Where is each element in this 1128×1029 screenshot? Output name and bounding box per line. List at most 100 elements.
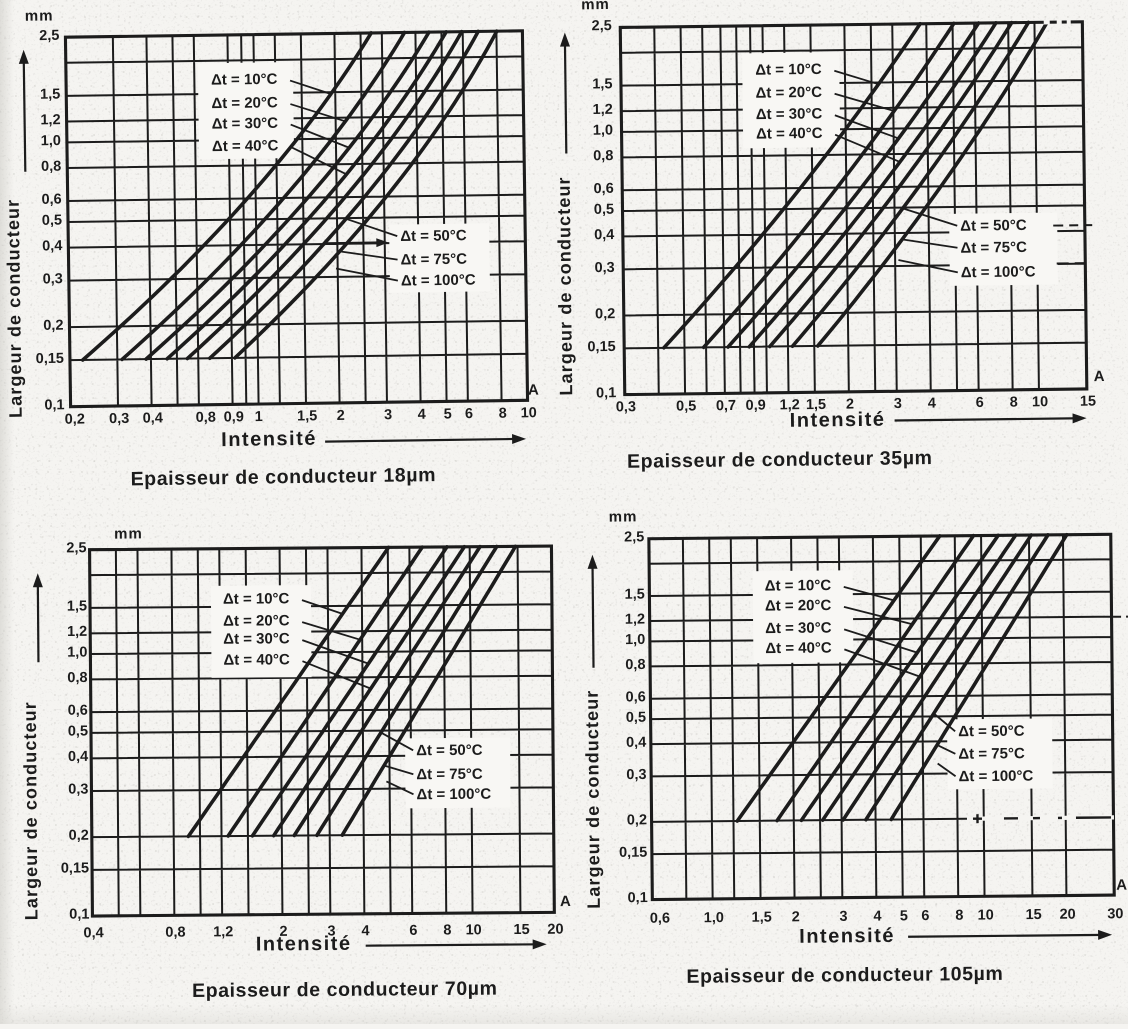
svg-text:0,1: 0,1 <box>69 907 89 923</box>
svg-text:Δt = 100°C: Δt = 100°C <box>416 786 491 804</box>
svg-text:1,2: 1,2 <box>593 102 613 118</box>
svg-text:Δt = 100°C: Δt = 100°C <box>958 768 1033 786</box>
svg-text:2,5: 2,5 <box>624 529 644 545</box>
svg-text:2,5: 2,5 <box>39 28 59 44</box>
svg-text:1,5: 1,5 <box>752 910 772 926</box>
svg-text:A: A <box>1116 877 1127 894</box>
svg-text:Δt = 50°C: Δt = 50°C <box>416 742 483 760</box>
svg-text:0,8: 0,8 <box>593 148 613 164</box>
svg-text:5: 5 <box>900 908 908 924</box>
svg-text:0,3: 0,3 <box>109 411 129 427</box>
svg-text:Intensité: Intensité <box>221 428 317 451</box>
svg-text:0,4: 0,4 <box>143 410 163 426</box>
svg-text:0,5: 0,5 <box>626 710 646 726</box>
svg-text:1,5: 1,5 <box>297 408 317 424</box>
svg-text:Δt = 40°C: Δt = 40°C <box>212 137 279 155</box>
svg-text:Δt = 40°C: Δt = 40°C <box>765 639 832 657</box>
svg-text:6: 6 <box>409 923 417 939</box>
svg-text:Δt = 50°C: Δt = 50°C <box>960 217 1027 235</box>
svg-text:0,15: 0,15 <box>619 845 647 861</box>
svg-text:Δt = 30°C: Δt = 30°C <box>765 619 832 637</box>
svg-text:Δt = 75°C: Δt = 75°C <box>958 745 1025 763</box>
svg-text:8: 8 <box>1010 395 1018 411</box>
svg-text:Δt = 100°C: Δt = 100°C <box>401 272 476 290</box>
svg-text:10: 10 <box>978 907 994 923</box>
svg-text:0,8: 0,8 <box>196 410 216 426</box>
svg-text:0,2: 0,2 <box>69 828 89 844</box>
svg-text:Δt = 100°C: Δt = 100°C <box>961 263 1036 281</box>
svg-text:6: 6 <box>465 406 473 422</box>
svg-text:A: A <box>528 382 539 399</box>
svg-text:0,4: 0,4 <box>594 227 614 243</box>
svg-text:0,3: 0,3 <box>43 271 63 287</box>
svg-text:Δt = 20°C: Δt = 20°C <box>755 84 822 102</box>
svg-text:0,6: 0,6 <box>41 192 61 208</box>
svg-text:3: 3 <box>327 923 335 939</box>
svg-text:0,5: 0,5 <box>594 202 614 218</box>
svg-text:0,3: 0,3 <box>626 767 646 783</box>
svg-text:0,1: 0,1 <box>596 385 616 401</box>
svg-text:0,4: 0,4 <box>68 749 88 765</box>
svg-text:3: 3 <box>894 396 902 412</box>
svg-text:10: 10 <box>521 405 537 421</box>
svg-text:1,0: 1,0 <box>67 645 87 661</box>
svg-text:Δt = 30°C: Δt = 30°C <box>756 105 823 123</box>
svg-text:Epaisseur de conducteur 70µm: Epaisseur de conducteur 70µm <box>192 978 498 1002</box>
svg-text:2: 2 <box>337 408 345 424</box>
svg-text:0,15: 0,15 <box>36 351 64 367</box>
svg-text:1,5: 1,5 <box>625 587 645 603</box>
svg-text:Epaisseur de conducteur 35µm: Epaisseur de conducteur 35µm <box>627 447 933 473</box>
svg-text:1,0: 1,0 <box>41 133 61 149</box>
svg-text:Largeur de conducteur: Largeur de conducteur <box>554 176 577 395</box>
svg-text:0,8: 0,8 <box>165 925 185 941</box>
svg-text:0,8: 0,8 <box>625 657 645 673</box>
svg-text:mm: mm <box>114 525 143 542</box>
svg-text:1: 1 <box>255 409 263 425</box>
svg-text:Δt = 10°C: Δt = 10°C <box>223 590 290 608</box>
svg-text:Largeur de conducteur: Largeur de conducteur <box>582 690 604 909</box>
svg-text:mm: mm <box>25 7 54 24</box>
svg-text:0,5: 0,5 <box>676 398 696 414</box>
svg-text:10: 10 <box>1032 394 1048 410</box>
svg-text:1,5: 1,5 <box>40 86 60 102</box>
svg-text:Δt = 20°C: Δt = 20°C <box>211 94 278 112</box>
svg-text:Δt = 10°C: Δt = 10°C <box>211 71 278 89</box>
svg-text:Δt = 50°C: Δt = 50°C <box>400 227 467 245</box>
svg-text:10: 10 <box>466 922 482 938</box>
svg-text:0,9: 0,9 <box>746 398 766 414</box>
svg-text:mm: mm <box>581 0 610 13</box>
svg-text:0,6: 0,6 <box>650 911 670 927</box>
svg-text:0,5: 0,5 <box>68 723 88 739</box>
svg-text:0,6: 0,6 <box>68 703 88 719</box>
svg-text:Largeur de conducteur: Largeur de conducteur <box>20 701 42 920</box>
svg-text:4: 4 <box>928 396 936 412</box>
svg-text:Δt = 10°C: Δt = 10°C <box>755 61 822 79</box>
svg-text:2: 2 <box>846 397 854 413</box>
svg-text:1,0: 1,0 <box>704 910 724 926</box>
svg-text:0,6: 0,6 <box>626 689 646 705</box>
svg-text:Intensité: Intensité <box>256 933 352 956</box>
svg-text:Epaisseur de conducteur 105µm: Epaisseur de conducteur 105µm <box>686 963 1003 988</box>
svg-text:4: 4 <box>418 407 426 423</box>
svg-text:15: 15 <box>1080 394 1096 410</box>
svg-text:1,2: 1,2 <box>40 112 60 128</box>
svg-text:A: A <box>560 893 571 910</box>
svg-text:15: 15 <box>513 922 529 938</box>
svg-text:0,5: 0,5 <box>42 213 62 229</box>
svg-text:3: 3 <box>839 909 847 925</box>
svg-text:Δt = 30°C: Δt = 30°C <box>212 115 279 133</box>
svg-text:20: 20 <box>547 922 563 938</box>
svg-text:Δt = 40°C: Δt = 40°C <box>756 125 823 143</box>
svg-text:Δt = 40°C: Δt = 40°C <box>223 651 290 669</box>
svg-text:2: 2 <box>279 924 287 940</box>
svg-text:2,5: 2,5 <box>591 18 611 34</box>
svg-text:0,15: 0,15 <box>61 860 89 876</box>
svg-text:1,0: 1,0 <box>625 632 645 648</box>
svg-text:Δt = 75°C: Δt = 75°C <box>416 766 483 784</box>
svg-text:2,5: 2,5 <box>66 540 86 556</box>
svg-text:Δt = 10°C: Δt = 10°C <box>765 577 832 595</box>
svg-text:20: 20 <box>1059 907 1075 923</box>
svg-text:6: 6 <box>921 908 929 924</box>
svg-text:5: 5 <box>444 406 452 422</box>
svg-text:Δt = 75°C: Δt = 75°C <box>400 251 467 269</box>
